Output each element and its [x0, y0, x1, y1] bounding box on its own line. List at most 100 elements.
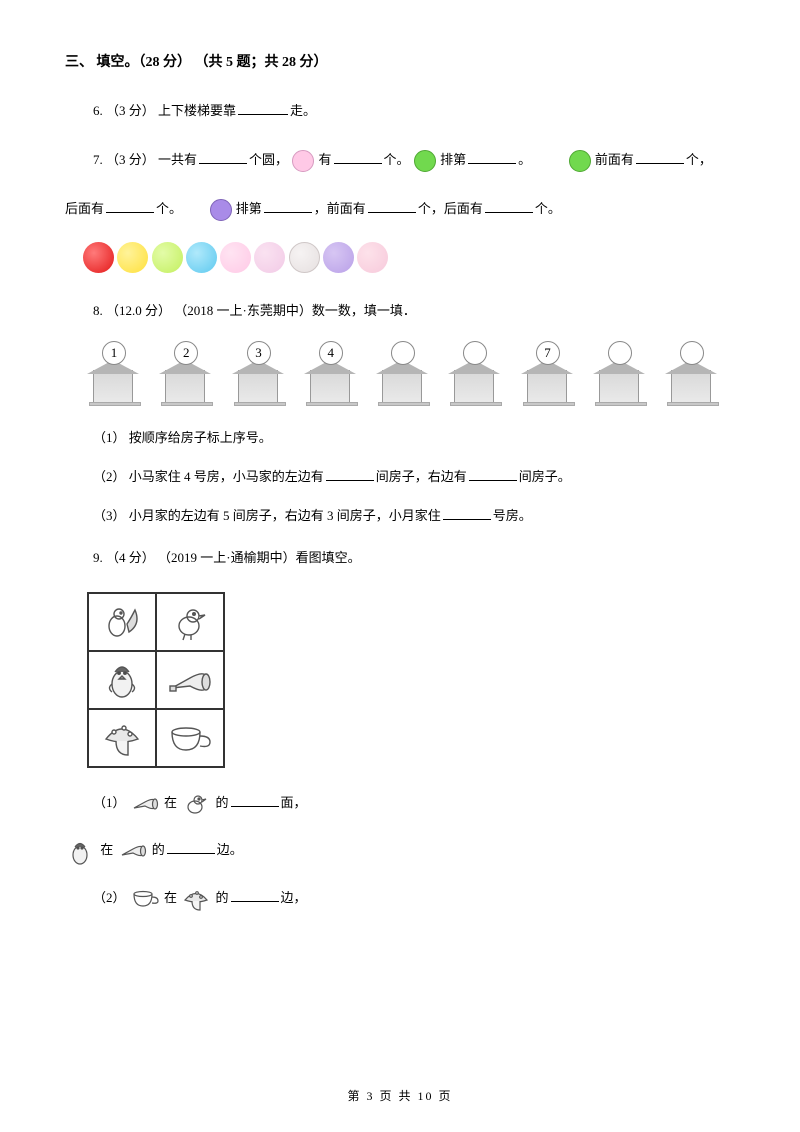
cell-squirrel [88, 593, 156, 651]
t: 在 [100, 842, 116, 857]
t: 个， [686, 152, 712, 167]
q7-blank-3[interactable] [468, 150, 516, 164]
t: 个。 [535, 201, 561, 216]
chick-icon-inline [182, 791, 210, 817]
pink-circle-icon [292, 150, 314, 172]
q7-blank-8[interactable] [485, 199, 533, 213]
t: 个。 [384, 152, 410, 167]
q8-blank-2[interactable] [469, 467, 517, 481]
t: 。 [518, 152, 531, 167]
house-3: 3 [232, 344, 286, 404]
t: ，前面有 [314, 201, 366, 216]
t: 在 [164, 795, 180, 810]
squirrel-icon [101, 602, 143, 642]
t: （2） 小马家住 4 号房，小马家的左边有 [93, 469, 324, 484]
q8-sub2: （2） 小马家住 4 号房，小马家的左边有 间房子，右边有 间房子。 [93, 465, 735, 490]
green-circle-icon-2 [569, 150, 591, 172]
t: （2） [93, 890, 126, 905]
q6-prefix: 6. （3 分） 上下楼梯要靠 [93, 103, 236, 118]
circle-3 [152, 242, 183, 273]
mushroom-icon-inline [182, 886, 210, 912]
q8-sub3: （3） 小月家的左边有 5 间房子，右边有 3 间房子，小月家住 号房。 [93, 504, 735, 529]
t: 前面有 [595, 152, 634, 167]
house-num[interactable] [608, 341, 632, 365]
q7-blank-7[interactable] [368, 199, 416, 213]
q9-blank-2[interactable] [167, 840, 215, 854]
t: （3） 小月家的左边有 5 间房子，右边有 3 间房子，小月家住 [93, 508, 441, 523]
house-num[interactable] [391, 341, 415, 365]
house-num: 1 [102, 341, 126, 365]
t: 边， [281, 890, 307, 905]
question-9-header: 9. （4 分） （2019 一上·通榆期中）看图填空。 [93, 542, 735, 573]
house-4: 4 [304, 344, 358, 404]
house-5 [376, 344, 430, 404]
house-num[interactable] [463, 341, 487, 365]
q7-blank-4[interactable] [636, 150, 684, 164]
t: 在 [164, 890, 180, 905]
circle-6 [254, 242, 285, 273]
t: 的 [216, 795, 229, 810]
q6-suffix: 走。 [290, 103, 316, 118]
circle-5 [220, 242, 251, 273]
question-7-line2: 后面有个。 排第，前面有个，后面有个。 [65, 193, 735, 224]
penguin-icon-inline [67, 838, 95, 864]
t: 边。 [217, 842, 243, 857]
q7-blank-1[interactable] [199, 150, 247, 164]
t: 个。 [156, 201, 182, 216]
t: 后面有 [65, 201, 104, 216]
circle-9 [357, 242, 388, 273]
horn-icon-inline [131, 791, 159, 817]
house-num: 2 [174, 341, 198, 365]
cell-cup [156, 709, 224, 767]
green-circle-icon [414, 150, 436, 172]
q8-blank-3[interactable] [443, 506, 491, 520]
t: 有 [319, 152, 332, 167]
q7-blank-6[interactable] [264, 199, 312, 213]
t: 号房。 [493, 508, 532, 523]
house-num: 4 [319, 341, 343, 365]
cup-icon-inline [131, 886, 159, 912]
q9-blank-3[interactable] [231, 888, 279, 902]
q8-blank-1[interactable] [326, 467, 374, 481]
house-num: 3 [247, 341, 271, 365]
t: （1） [93, 795, 126, 810]
q8-sub1: （1） 按顺序给房子标上序号。 [93, 426, 735, 451]
cell-penguin [88, 651, 156, 709]
cup-icon [166, 718, 214, 758]
horn-icon [166, 660, 214, 700]
circle-1 [83, 242, 114, 273]
q9-sub2: （2） 在 的边， [93, 881, 735, 915]
q9-blank-1[interactable] [231, 793, 279, 807]
t: 排第 [236, 201, 262, 216]
circle-2 [117, 242, 148, 273]
circle-row [83, 242, 735, 273]
circle-8 [323, 242, 354, 273]
t: 间房子，右边有 [376, 469, 467, 484]
t: 面， [281, 795, 307, 810]
question-8-header: 8. （12.0 分） （2018 一上·东莞期中）数一数，填一填． [93, 295, 735, 326]
page-footer: 第 3 页 共 10 页 [0, 1085, 800, 1108]
q9-sub1: （1） 在 的 面， [93, 786, 735, 820]
penguin-icon [101, 658, 143, 702]
mushroom-icon [100, 717, 144, 759]
q7-blank-2[interactable] [334, 150, 382, 164]
q6-blank[interactable] [238, 101, 288, 115]
cell-mushroom [88, 709, 156, 767]
house-2: 2 [159, 344, 213, 404]
question-7-line1: 7. （3 分） 一共有 个圆， 有 个。 排第 。 前面有 个， [93, 144, 735, 175]
house-7: 7 [521, 344, 575, 404]
cell-horn [156, 651, 224, 709]
t: 排第 [440, 152, 466, 167]
purple-circle-icon [210, 199, 232, 221]
horn-icon-inline-2 [119, 838, 147, 864]
question-6: 6. （3 分） 上下楼梯要靠 走。 [93, 95, 735, 126]
picture-grid [87, 592, 225, 768]
t: 7. （3 分） 一共有 [93, 152, 197, 167]
t: 间房子。 [519, 469, 571, 484]
house-8 [593, 344, 647, 404]
t: 个圆， [249, 152, 288, 167]
q9-sub1b: 在 的边。 [65, 833, 735, 867]
house-num[interactable] [680, 341, 704, 365]
house-6 [448, 344, 502, 404]
q7-blank-5[interactable] [106, 199, 154, 213]
